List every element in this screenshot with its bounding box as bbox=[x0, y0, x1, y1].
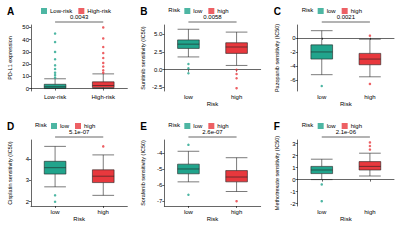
svg-text:0.0: 0.0 bbox=[154, 67, 163, 73]
svg-text:Risk: Risk bbox=[168, 122, 181, 128]
svg-text:3: 3 bbox=[292, 141, 296, 147]
svg-text:0.0021: 0.0021 bbox=[337, 14, 356, 20]
svg-text:4: 4 bbox=[26, 156, 30, 162]
svg-text:Low-risk: Low-risk bbox=[44, 94, 67, 100]
svg-text:B: B bbox=[140, 6, 147, 17]
svg-text:Risk: Risk bbox=[168, 7, 181, 13]
svg-text:high: high bbox=[351, 8, 362, 14]
svg-text:-2: -2 bbox=[290, 49, 296, 55]
svg-text:-2: -2 bbox=[290, 201, 296, 207]
svg-text:high: high bbox=[231, 94, 242, 100]
svg-text:-6: -6 bbox=[157, 182, 163, 188]
svg-text:Risk: Risk bbox=[340, 216, 353, 222]
svg-text:E: E bbox=[140, 121, 147, 132]
svg-text:high: high bbox=[217, 8, 228, 14]
svg-text:5.0: 5.0 bbox=[154, 31, 163, 37]
svg-text:C: C bbox=[274, 6, 281, 17]
svg-text:PD-L1 expression: PD-L1 expression bbox=[7, 36, 13, 80]
svg-text:high: high bbox=[217, 123, 228, 129]
svg-text:30: 30 bbox=[22, 49, 29, 55]
svg-text:2.1e-06: 2.1e-06 bbox=[336, 129, 357, 135]
svg-text:0.0043: 0.0043 bbox=[70, 14, 89, 20]
svg-text:Risk: Risk bbox=[207, 101, 220, 107]
svg-text:0: 0 bbox=[292, 177, 296, 183]
svg-text:5.1e-07: 5.1e-07 bbox=[69, 129, 90, 135]
svg-text:0: 0 bbox=[26, 86, 30, 92]
svg-text:high: high bbox=[84, 123, 95, 129]
svg-text:2: 2 bbox=[26, 199, 30, 205]
svg-text:High-risk: High-risk bbox=[91, 94, 116, 100]
svg-text:low: low bbox=[184, 94, 194, 100]
svg-text:low: low bbox=[60, 123, 70, 129]
svg-text:high: high bbox=[364, 209, 375, 215]
svg-text:2: 2 bbox=[292, 153, 296, 159]
svg-text:Pazopanib sensitivity (IC50): Pazopanib sensitivity (IC50) bbox=[274, 24, 280, 92]
svg-text:high: high bbox=[98, 209, 109, 215]
svg-text:low: low bbox=[327, 8, 337, 14]
svg-text:2.6e-07: 2.6e-07 bbox=[202, 129, 223, 135]
svg-text:high: high bbox=[231, 209, 242, 215]
svg-text:High-risk: High-risk bbox=[87, 8, 112, 14]
svg-text:-1: -1 bbox=[290, 189, 296, 195]
svg-text:Low-risk: Low-risk bbox=[50, 8, 73, 14]
svg-text:Sunitinib sensitivity (IC50): Sunitinib sensitivity (IC50) bbox=[140, 26, 146, 89]
svg-text:low: low bbox=[317, 94, 327, 100]
svg-text:0.0058: 0.0058 bbox=[203, 14, 222, 20]
svg-text:D: D bbox=[7, 121, 14, 132]
svg-text:20: 20 bbox=[22, 61, 29, 67]
svg-text:low: low bbox=[184, 209, 194, 215]
svg-text:-4: -4 bbox=[290, 63, 296, 69]
svg-text:50: 50 bbox=[22, 24, 29, 30]
svg-text:-7: -7 bbox=[157, 198, 163, 204]
svg-text:Risk: Risk bbox=[35, 122, 48, 128]
svg-text:low: low bbox=[51, 209, 61, 215]
svg-text:A: A bbox=[7, 6, 14, 17]
svg-text:2.5: 2.5 bbox=[154, 49, 163, 55]
svg-text:low: low bbox=[193, 123, 203, 129]
svg-text:Sorafenib sensitivity (IC50): Sorafenib sensitivity (IC50) bbox=[140, 140, 146, 206]
svg-text:Risk: Risk bbox=[302, 7, 315, 13]
svg-text:-6: -6 bbox=[290, 77, 296, 83]
svg-text:Risk: Risk bbox=[207, 216, 220, 222]
svg-text:3: 3 bbox=[26, 177, 30, 183]
svg-text:low: low bbox=[327, 123, 337, 129]
svg-text:high: high bbox=[364, 94, 375, 100]
svg-text:Cisplatin sensitivity (IC50): Cisplatin sensitivity (IC50) bbox=[7, 141, 13, 204]
svg-text:-4: -4 bbox=[157, 150, 163, 156]
svg-text:0: 0 bbox=[292, 35, 296, 41]
svg-text:1: 1 bbox=[292, 165, 296, 171]
svg-text:low: low bbox=[317, 209, 327, 215]
svg-text:Risk: Risk bbox=[302, 122, 315, 128]
svg-text:high: high bbox=[351, 123, 362, 129]
svg-text:low: low bbox=[193, 8, 203, 14]
svg-text:Risk: Risk bbox=[340, 101, 353, 107]
svg-text:F: F bbox=[274, 121, 280, 132]
svg-text:Methotrexate sensitivity (IC50: Methotrexate sensitivity (IC50) bbox=[274, 136, 280, 210]
svg-text:10: 10 bbox=[22, 73, 29, 79]
svg-text:-5: -5 bbox=[157, 166, 163, 172]
svg-text:40: 40 bbox=[22, 37, 29, 43]
svg-text:Risk: Risk bbox=[73, 216, 86, 222]
svg-text:-2.5: -2.5 bbox=[152, 84, 163, 90]
